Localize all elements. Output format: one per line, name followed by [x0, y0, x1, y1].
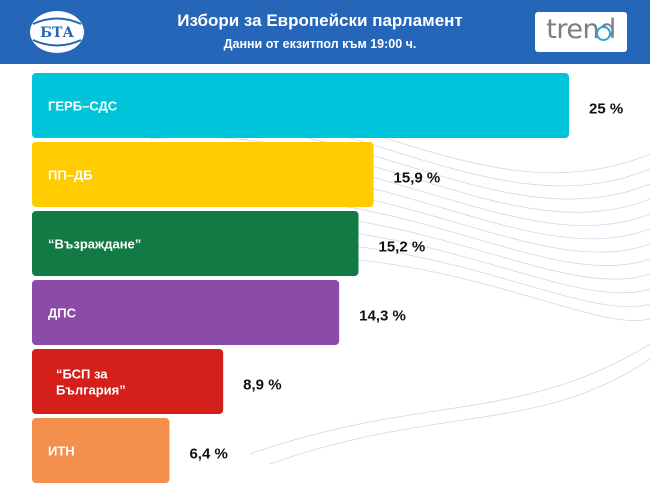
bta-logo: БТА — [30, 11, 84, 53]
bar-label-0: ГЕРБ–СДС — [48, 99, 118, 114]
bar-label-2: “Възраждане” — [48, 237, 141, 252]
trend-logo-dot-icon — [596, 26, 611, 41]
value-label-5: 6,4 % — [189, 446, 227, 463]
bar-label-3: ДПС — [48, 306, 77, 321]
bar-1 — [32, 142, 374, 207]
bar-chart: ГЕРБ–СДС 25 % ПП–ДБ 15,9 % “Възраждане” 15,2 … — [32, 73, 623, 483]
value-label-1: 15,9 % — [394, 170, 441, 187]
chart-title: Избори за Европейски парламент — [177, 11, 463, 30]
trend-logo-text: trend — [546, 14, 616, 45]
bar-2 — [32, 211, 359, 276]
value-label-0: 25 % — [589, 101, 623, 118]
bar-label-1: ПП–ДБ — [48, 168, 93, 183]
bar-3 — [32, 280, 340, 345]
header-banner: БТА Избори за Европейски парламент Данни… — [0, 0, 650, 64]
bar-0 — [32, 73, 569, 138]
bar-4 — [32, 349, 224, 414]
bar-label-5: ИТН — [48, 444, 75, 459]
value-label-3: 14,3 % — [359, 308, 406, 325]
bar-label-4: “БСП за България” — [56, 367, 126, 398]
chart-subtitle: Данни от екзитпол към 19:00 ч. — [223, 37, 417, 51]
value-label-2: 15,2 % — [378, 239, 425, 256]
bta-logo-text: БТА — [40, 25, 74, 41]
bar-5 — [32, 418, 170, 483]
trend-logo: trend — [535, 12, 627, 52]
value-label-4: 8,9 % — [243, 377, 281, 394]
